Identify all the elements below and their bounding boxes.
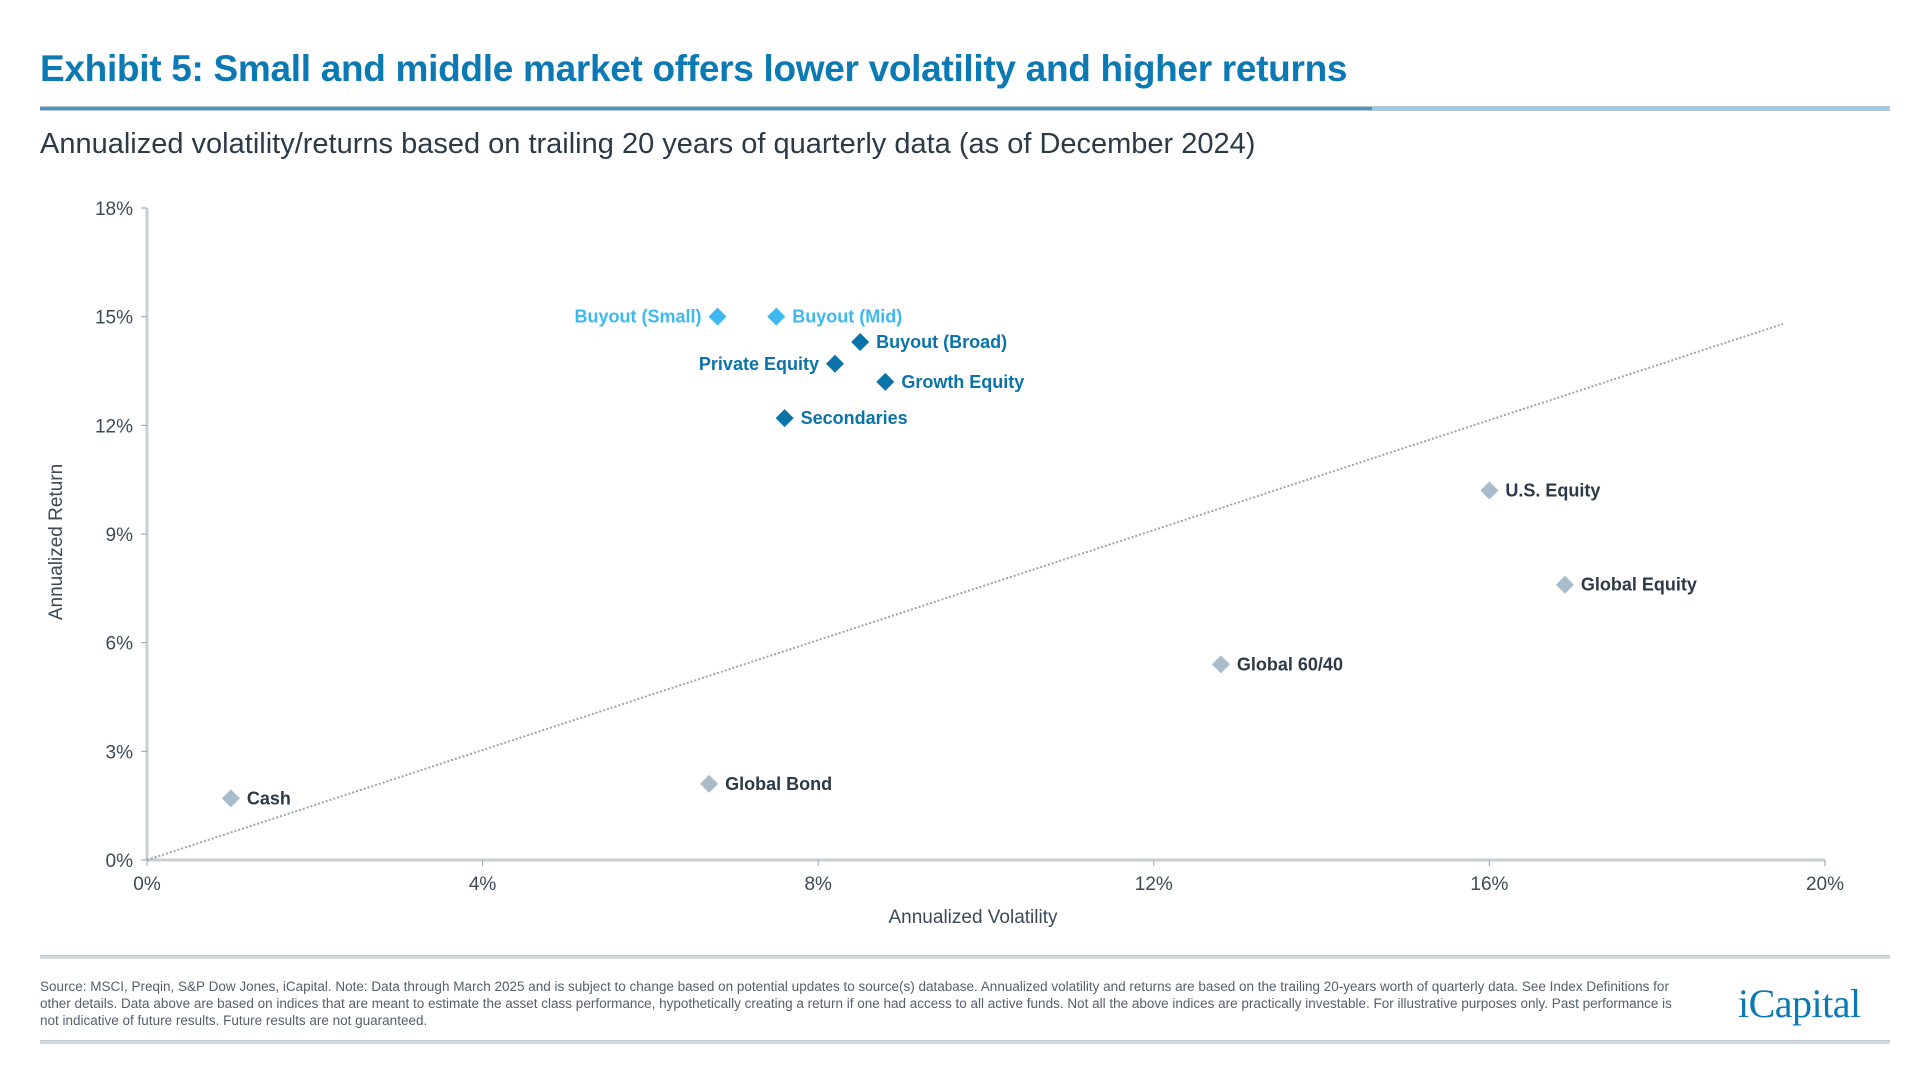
point-label: Growth Equity [901, 372, 1024, 392]
x-tick-label: 0% [133, 874, 161, 895]
data-point: Secondaries [775, 408, 908, 428]
footer-divider-top [40, 955, 1890, 959]
point-label: Global Bond [725, 774, 832, 794]
y-tick-label: 9% [106, 525, 134, 546]
y-tick-label: 12% [95, 416, 133, 437]
x-tick-label: 16% [1470, 874, 1508, 895]
diamond-marker-icon [851, 333, 870, 352]
diamond-marker-icon [700, 774, 719, 793]
dotted-trendline [146, 322, 1784, 861]
data-point: Global Bond [700, 774, 832, 794]
y-tick-label: 3% [106, 742, 134, 763]
scatter-chart: 0% 3% 6% 9% 12% 15% 18% 0% 4% 8% 12% 16% 20% Buyout … [46, 199, 1844, 928]
point-label: Private Equity [699, 354, 819, 374]
diamond-marker-icon [775, 409, 794, 428]
chart-title: Exhibit 5: Small and middle market offer… [40, 48, 1348, 89]
diamond-marker-icon [708, 307, 727, 326]
footer-divider-bottom [40, 1040, 1890, 1044]
data-point: Global 60/40 [1211, 654, 1343, 674]
y-tick-label: 15% [95, 308, 133, 329]
data-point: Global Equity [1555, 575, 1697, 595]
diamond-marker-icon [767, 307, 786, 326]
x-tick-label: 4% [469, 874, 497, 895]
point-label: U.S. Equity [1505, 481, 1600, 501]
point-label: Buyout (Mid) [792, 307, 902, 327]
data-point: Buyout (Broad) [851, 332, 1007, 352]
x-tick-label: 12% [1135, 874, 1173, 895]
data-point: U.S. Equity [1480, 481, 1600, 501]
icapital-logo: iCapital [1738, 981, 1861, 1026]
x-axis-label: Annualized Volatility [889, 907, 1058, 928]
data-point: Private Equity [699, 354, 844, 374]
y-axis-label: Annualized Return [46, 464, 67, 620]
diamond-marker-icon [1480, 481, 1499, 500]
data-point: Cash [221, 788, 291, 808]
point-label: Global Equity [1581, 575, 1697, 595]
point-label: Secondaries [801, 408, 908, 428]
data-point: Growth Equity [876, 372, 1024, 392]
data-point: Buyout (Small) [575, 307, 727, 327]
point-label: Buyout (Broad) [876, 332, 1007, 352]
trendline [146, 322, 1784, 861]
x-tick-label: 8% [804, 874, 832, 895]
point-label: Global 60/40 [1237, 654, 1343, 674]
data-points: Buyout (Small) Buyout (Mid) Buyout (Broad)… [221, 307, 1697, 808]
y-tick-label: 18% [95, 199, 133, 220]
y-tick-label: 6% [106, 634, 134, 655]
diamond-marker-icon [1211, 655, 1230, 674]
diamond-marker-icon [1555, 575, 1574, 594]
title-divider [40, 106, 1890, 111]
chart-subtitle: Annualized volatility/returns based on t… [40, 128, 1256, 160]
axes: 0% 3% 6% 9% 12% 15% 18% 0% 4% 8% 12% 16% 20% [95, 199, 1844, 895]
diamond-marker-icon [221, 789, 240, 808]
point-label: Cash [247, 788, 291, 808]
point-label: Buyout (Small) [575, 307, 702, 327]
x-tick-label: 20% [1806, 874, 1844, 895]
source-footnote: Source: MSCI, Preqin, S&P Dow Jones, iCa… [40, 979, 1672, 1028]
diamond-marker-icon [876, 372, 895, 391]
diamond-marker-icon [825, 354, 844, 373]
y-tick-label: 0% [106, 851, 134, 872]
data-point: Buyout (Mid) [767, 307, 902, 327]
